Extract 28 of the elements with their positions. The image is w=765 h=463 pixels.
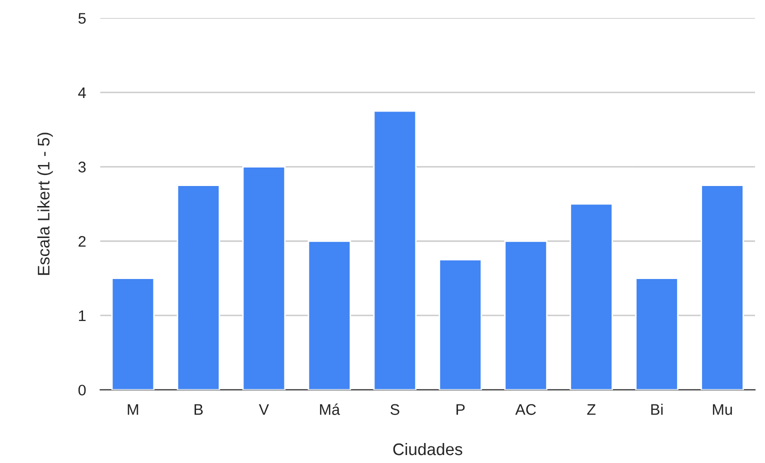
x-axis-title: Ciudades [393, 442, 462, 456]
x-tick-label: Mu [712, 404, 732, 415]
y-tick-label: 2 [78, 236, 86, 247]
x-tick-label: P [456, 404, 465, 415]
x-tick-label: Bi [651, 404, 663, 415]
y-tick-label: 5 [78, 13, 86, 24]
x-tick-label: V [258, 404, 269, 415]
bar [308, 240, 352, 390]
y-tick-label: 0 [78, 384, 86, 396]
x-tick-label: Z [587, 404, 596, 415]
y-axis-title: Escala Likert (1 - 5) [37, 132, 53, 275]
bar [176, 184, 220, 390]
x-tick-label: S [390, 404, 400, 415]
y-tick-label: 4 [78, 87, 86, 98]
bar [373, 110, 417, 390]
bar [242, 166, 286, 390]
bar [570, 203, 613, 390]
bar [635, 278, 678, 390]
bar [504, 240, 548, 390]
x-tick-label: B [194, 404, 203, 415]
y-tick-label: 3 [78, 162, 86, 172]
bar [700, 184, 744, 390]
y-tick-label: 1 [78, 310, 86, 322]
x-tick-label: M [128, 404, 138, 415]
x-tick-label: Má [320, 404, 340, 415]
bar [438, 259, 482, 390]
x-tick-label: AC [515, 404, 536, 415]
bar [111, 278, 155, 390]
